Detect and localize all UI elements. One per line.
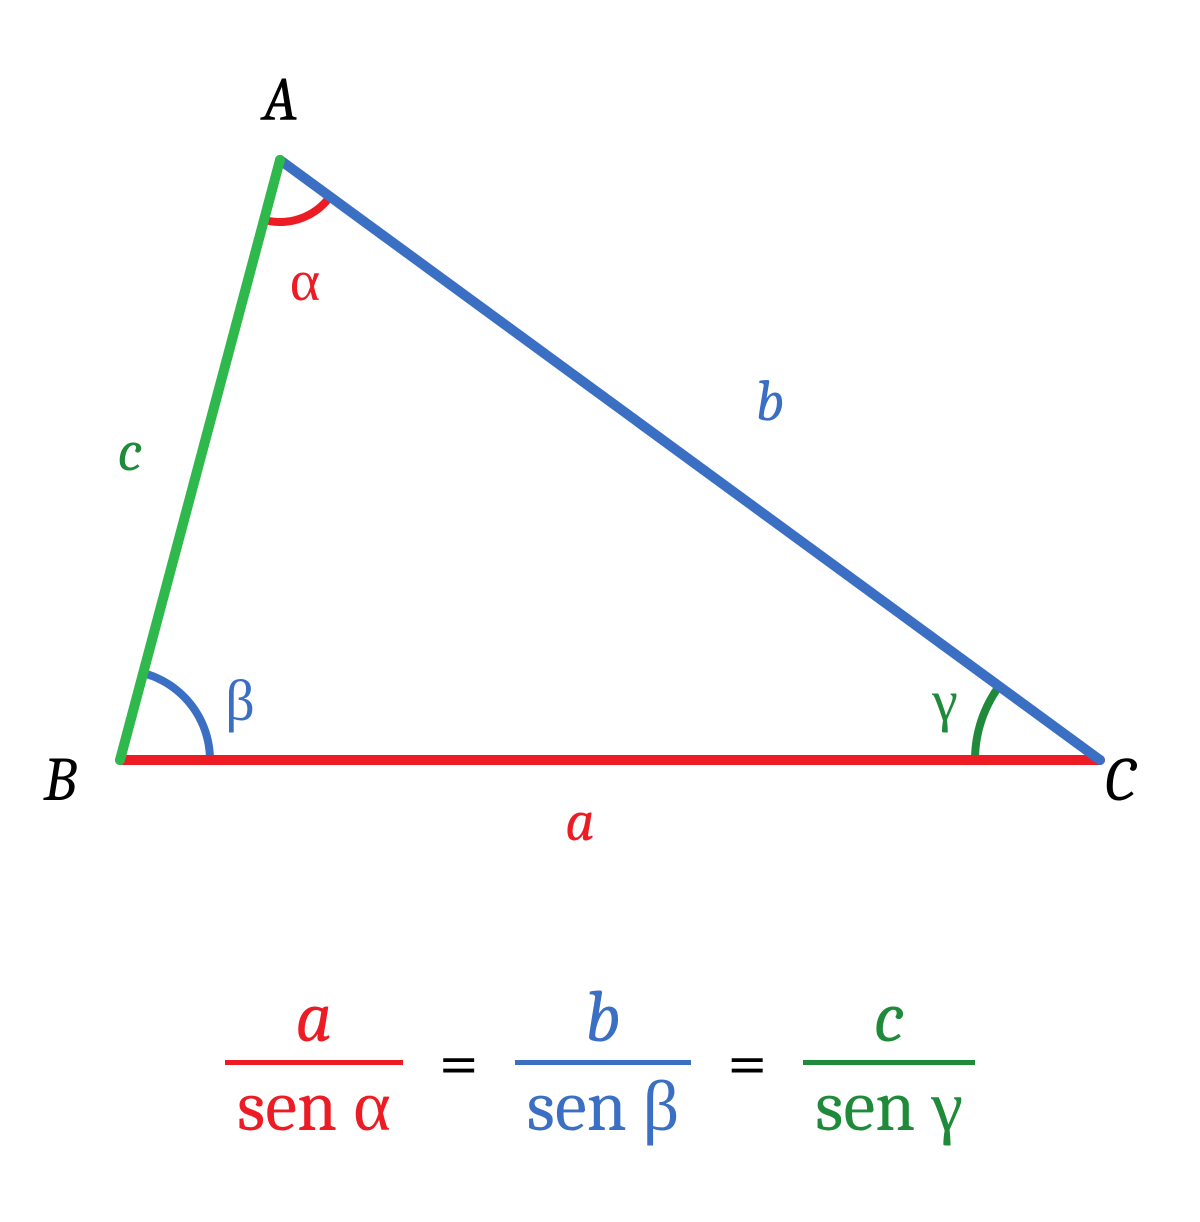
side-labels: a b c [117,368,784,855]
equals-sign: = [691,1021,803,1104]
denominator-a: sen α [225,1065,403,1145]
law-of-sines-formula: asen α=bsen β=csen γ [0,980,1200,1144]
angle-label-beta: β [225,668,255,735]
angle-labels: α β γ [225,248,958,735]
equals-sign: = [403,1021,515,1104]
numerator-c: c [861,980,916,1060]
fraction-c: csen γ [803,980,975,1144]
fraction-b: bsen β [515,980,692,1144]
denominator-b: sen β [515,1065,692,1145]
denominator-c: sen γ [803,1065,975,1145]
fraction-a: asen α [225,980,403,1144]
angle-arc-beta [143,673,210,760]
vertex-label-B: B [42,744,77,816]
vertex-label-A: A [260,64,298,136]
side-label-b: b [756,368,785,435]
vertex-label-C: C [1105,744,1138,816]
angle-arc-gamma [975,686,999,760]
side-c [120,160,280,760]
side-b [280,160,1100,760]
angle-label-alpha: α [290,248,320,315]
law-of-sines-triangle: A B C a b c α β γ [0,0,1200,900]
angle-arcs [143,197,999,760]
angle-label-gamma: γ [931,668,958,735]
side-label-c: c [117,418,142,485]
numerator-a: a [283,980,344,1060]
side-label-a: a [565,788,595,855]
numerator-b: b [573,980,633,1060]
